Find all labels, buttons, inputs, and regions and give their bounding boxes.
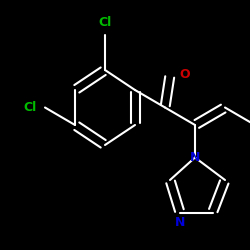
Text: N: N <box>190 151 200 164</box>
Text: N: N <box>175 216 185 229</box>
Text: O: O <box>180 68 190 82</box>
Text: Cl: Cl <box>24 101 36 114</box>
Text: Cl: Cl <box>98 16 112 29</box>
